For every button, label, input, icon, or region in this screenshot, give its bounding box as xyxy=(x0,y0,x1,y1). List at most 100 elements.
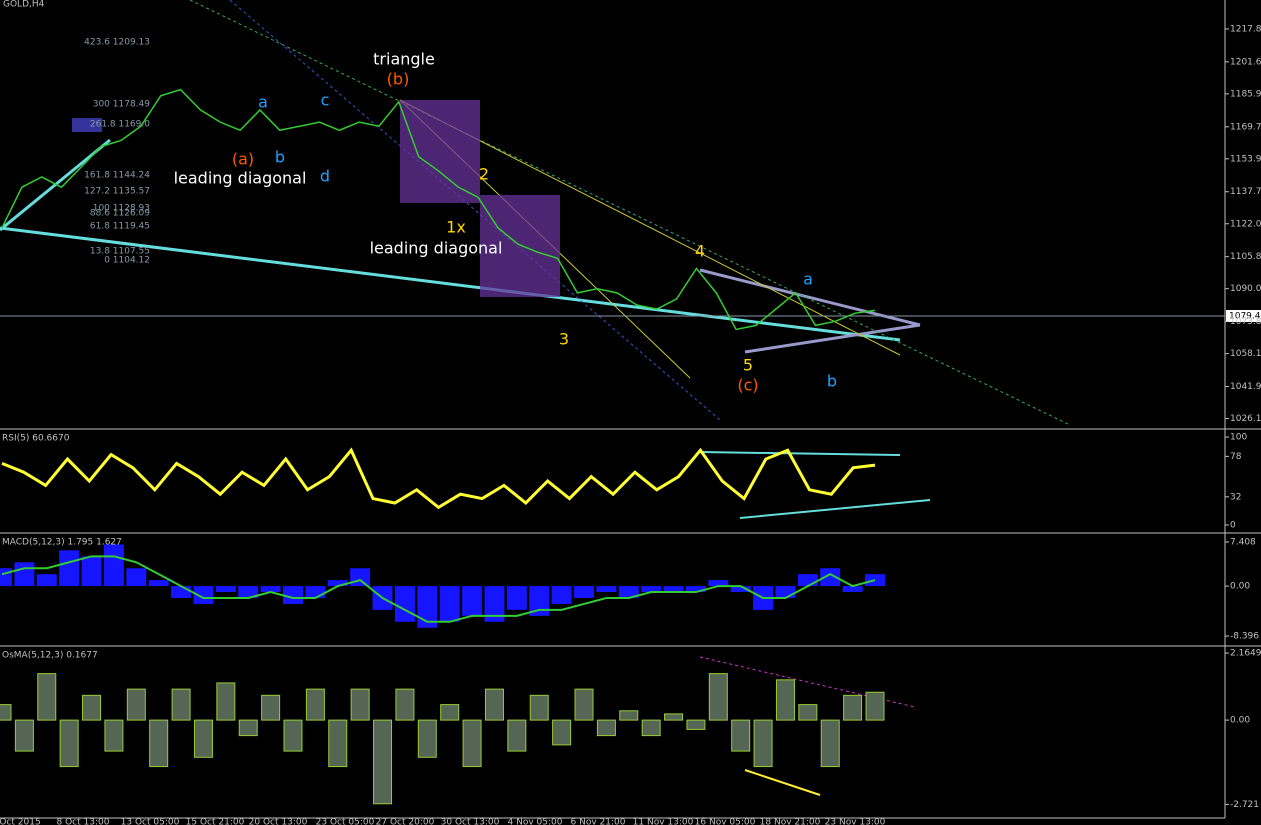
fib-label: 423.6 1209.13 xyxy=(84,38,150,48)
histogram-bar xyxy=(551,586,572,604)
time-label: 30 Oct 13:00 xyxy=(441,818,500,825)
y-tick-label: 1073.85 xyxy=(1230,317,1261,327)
wave-label: 1x xyxy=(446,218,466,237)
time-label: 18 Nov 21:00 xyxy=(760,818,821,825)
histogram-bar xyxy=(126,568,147,587)
y-tick-label: -8.396 xyxy=(1230,632,1259,642)
histogram-bar xyxy=(440,704,460,721)
wave-label: 4 xyxy=(695,242,705,261)
series-line xyxy=(1,88,876,331)
histogram-bar xyxy=(842,586,863,593)
time-label: Oct 2015 xyxy=(0,818,41,825)
fib-label: 261.8 1169.0 xyxy=(90,120,150,130)
histogram-bar xyxy=(775,586,796,598)
histogram-bar xyxy=(215,586,236,593)
histogram-bar xyxy=(462,719,482,768)
time-label: 23 Oct 05:00 xyxy=(316,818,375,825)
wave-label: (c) xyxy=(737,376,758,395)
y-tick-label: 1137.75 xyxy=(1230,187,1261,197)
series-line xyxy=(1,447,876,510)
y-tick-label: 32 xyxy=(1230,492,1241,502)
time-label: 6 Nov 21:00 xyxy=(571,818,626,825)
histogram-bar xyxy=(0,704,12,721)
histogram-bar xyxy=(619,710,639,721)
fib-label: 88.6 1126.09 xyxy=(90,209,150,219)
histogram-bar xyxy=(664,713,684,721)
y-tick-label: 1105.80 xyxy=(1230,252,1261,262)
histogram-bar xyxy=(238,586,259,598)
histogram-bar xyxy=(484,688,504,721)
histogram-bar xyxy=(731,719,751,752)
histogram-bar xyxy=(126,688,146,721)
histogram-bar xyxy=(193,586,214,604)
histogram-bar xyxy=(574,586,594,598)
y-tick-label: 0 xyxy=(1230,520,1236,530)
histogram-bar xyxy=(395,688,415,721)
histogram-bar xyxy=(686,719,706,730)
histogram-bar xyxy=(820,568,841,587)
histogram-bar xyxy=(708,580,729,587)
time-label: 8 Oct 13:00 xyxy=(57,818,110,825)
wave-label: 3 xyxy=(559,330,569,349)
indicator-label: OsMA(5,12,3) 0.1677 xyxy=(2,651,98,661)
histogram-bar xyxy=(149,719,169,768)
histogram-bar xyxy=(238,719,258,737)
histogram-bar xyxy=(350,568,371,587)
histogram-bar xyxy=(305,688,325,721)
wave-label: b xyxy=(827,372,837,391)
time-label: 11 Nov 13:00 xyxy=(633,818,694,825)
y-tick-label: 1153.95 xyxy=(1230,154,1261,164)
y-tick-label: 1026.15 xyxy=(1230,414,1261,424)
fib-label: 127.2 1135.57 xyxy=(84,187,150,197)
time-label: 20 Oct 13:00 xyxy=(249,818,308,825)
histogram-bar xyxy=(0,568,12,587)
histogram-bar xyxy=(14,562,35,587)
y-tick-label: 1058.10 xyxy=(1230,349,1261,359)
histogram-bar xyxy=(373,719,393,805)
histogram-bar xyxy=(283,719,303,752)
histogram-bar xyxy=(59,550,80,587)
y-tick-label: 1090.05 xyxy=(1230,284,1261,294)
histogram-bar xyxy=(596,719,616,737)
wave-label: b xyxy=(275,148,285,167)
time-label: 13 Oct 05:00 xyxy=(121,818,180,825)
y-tick-label: 1217.85 xyxy=(1230,24,1261,34)
y-tick-label: 7.408 xyxy=(1230,537,1256,547)
histogram-bar xyxy=(260,586,281,593)
histogram-bar xyxy=(104,719,124,752)
histogram-bar xyxy=(552,719,572,746)
price-tag xyxy=(1226,310,1261,322)
y-tick-label: 1201.65 xyxy=(1230,57,1261,67)
indicator-label: RSI(5) 60.6670 xyxy=(2,434,70,444)
histogram-bar xyxy=(708,673,728,721)
histogram-bar xyxy=(216,682,236,721)
histogram-bar xyxy=(797,574,818,587)
wave-label: d xyxy=(320,167,330,186)
histogram-bar xyxy=(193,719,213,758)
histogram-bar xyxy=(283,586,303,604)
histogram-bar xyxy=(753,719,773,768)
fib-label: 300 1178.49 xyxy=(93,100,151,110)
fib-label: 13.8 1107.55 xyxy=(90,247,150,257)
histogram-bar xyxy=(574,688,594,721)
histogram-bar xyxy=(507,719,527,752)
fib-label: 61.8 1119.45 xyxy=(90,222,150,232)
wave-label: c xyxy=(321,91,330,110)
histogram-bar xyxy=(484,586,505,622)
histogram-bar xyxy=(171,586,192,598)
histogram-bar xyxy=(59,719,79,768)
histogram-bar xyxy=(529,694,549,721)
histogram-bar xyxy=(417,719,437,758)
histogram-bar xyxy=(261,694,281,721)
histogram-bar xyxy=(103,544,124,587)
wave-label: (b) xyxy=(387,70,410,89)
histogram-bar xyxy=(171,688,191,721)
histogram-bar xyxy=(327,580,348,587)
fib-label: 0 1104.12 xyxy=(104,256,150,266)
histogram-bar xyxy=(820,719,840,768)
y-tick-label: 1185.90 xyxy=(1230,89,1261,99)
indicator-label: MACD(5,12,3) 1.795 1.627 xyxy=(2,538,122,548)
